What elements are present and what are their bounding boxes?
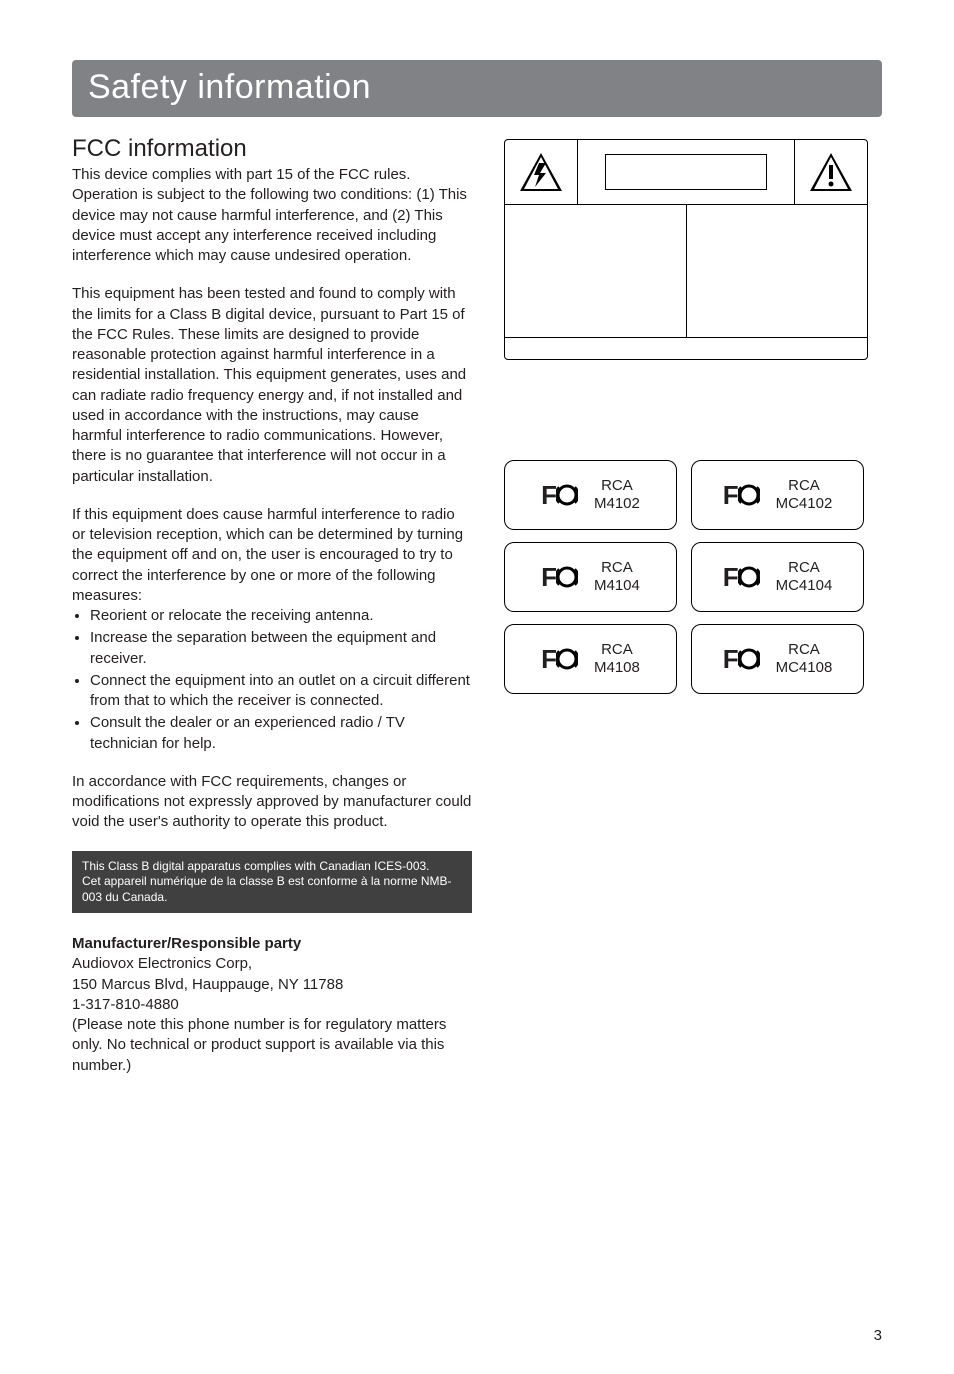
- fcc-model-number: M4102: [594, 495, 640, 512]
- fcc-model-number: MC4104: [776, 577, 833, 594]
- fcc-logo-icon: F: [723, 480, 760, 511]
- fcc-brand: RCA: [601, 559, 633, 576]
- fcc-brand: RCA: [788, 559, 820, 576]
- manufacturer-note: (Please note this phone number is for re…: [72, 1016, 446, 1074]
- compliance-box: This Class B digital apparatus complies …: [72, 851, 472, 914]
- fcc-box: F RCA M4108: [504, 624, 677, 694]
- fcc-brand: RCA: [601, 477, 633, 494]
- warning-mid-right: [687, 205, 868, 337]
- manufacturer-block: Audiovox Electronics Corp, 150 Marcus Bl…: [72, 954, 472, 1076]
- list-item: Reorient or relocate the receiving anten…: [90, 606, 472, 626]
- paragraph-4: In accordance with FCC requirements, cha…: [72, 772, 472, 833]
- measures-list: Reorient or relocate the receiving anten…: [72, 606, 472, 754]
- fcc-brand: RCA: [788, 641, 820, 658]
- fcc-logo-icon: F: [541, 562, 578, 593]
- fcc-box: F RCA M4104: [504, 542, 677, 612]
- caution-label-box: [605, 154, 767, 190]
- warning-bottom-strip: [505, 337, 867, 358]
- paragraph-2: This equipment has been tested and found…: [72, 284, 472, 487]
- page-number: 3: [874, 1327, 882, 1344]
- fcc-brand: RCA: [788, 477, 820, 494]
- compliance-line-2: Cet appareil numérique de la classe B es…: [82, 874, 452, 904]
- manufacturer-company: Audiovox Electronics Corp,: [72, 955, 252, 972]
- manufacturer-phone: 1-317-810-4880: [72, 996, 179, 1013]
- manufacturer-address: 150 Marcus Blvd, Hauppauge, NY 11788: [72, 976, 343, 993]
- section-heading: FCC information: [72, 135, 472, 163]
- page-title: Safety information: [88, 68, 371, 106]
- warning-mid-left: [505, 205, 687, 337]
- fcc-model-number: MC4102: [776, 495, 833, 512]
- list-item: Consult the dealer or an experienced rad…: [90, 713, 472, 754]
- paragraph-3-intro: If this equipment does cause harmful int…: [72, 505, 472, 606]
- fcc-logo-icon: F: [541, 480, 578, 511]
- fcc-box: F RCA M4102: [504, 460, 677, 530]
- right-column: F RCA M4102 F RCA MC4102: [504, 135, 874, 1076]
- fcc-model-number: M4104: [594, 577, 640, 594]
- title-bar: Safety information: [72, 60, 882, 117]
- fcc-box: F RCA MC4102: [691, 460, 864, 530]
- fcc-logo-icon: F: [723, 644, 760, 675]
- fcc-logo-icon: F: [723, 562, 760, 593]
- fcc-model-number: MC4108: [776, 659, 833, 676]
- fcc-box: F RCA MC4104: [691, 542, 864, 612]
- list-item: Increase the separation between the equi…: [90, 628, 472, 669]
- caution-exclamation-icon: [808, 151, 854, 193]
- manufacturer-heading: Manufacturer/Responsible party: [72, 935, 472, 952]
- fcc-model-number: M4108: [594, 659, 640, 676]
- compliance-line-1: This Class B digital apparatus complies …: [82, 859, 430, 873]
- paragraph-1: This device complies with part 15 of the…: [72, 165, 472, 266]
- left-column: FCC information This device complies wit…: [72, 135, 472, 1076]
- shock-hazard-icon: [518, 151, 564, 193]
- fcc-model-grid: F RCA M4102 F RCA MC4102: [504, 460, 864, 694]
- fcc-box: F RCA MC4108: [691, 624, 864, 694]
- list-item: Connect the equipment into an outlet on …: [90, 671, 472, 712]
- fcc-logo-icon: F: [541, 644, 578, 675]
- warning-diagram: [504, 139, 868, 360]
- fcc-brand: RCA: [601, 641, 633, 658]
